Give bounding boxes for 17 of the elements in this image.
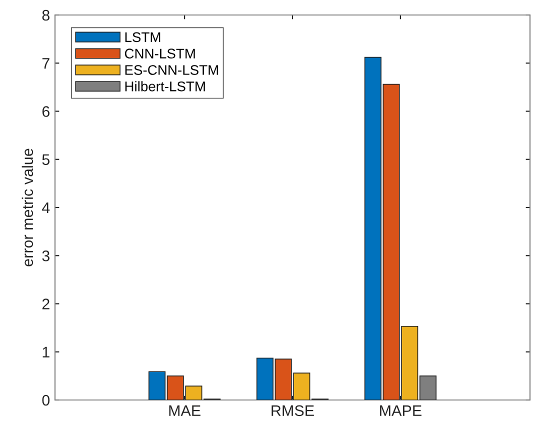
- y-axis-title: error metric value: [22, 148, 34, 266]
- y-tick-label: 6: [42, 106, 50, 117]
- y-tick-label: 8: [42, 10, 50, 21]
- legend-label: ES-CNN-LSTM: [125, 65, 218, 75]
- x-tick-label: RMSE: [272, 405, 314, 416]
- legend-label: LSTM: [125, 32, 160, 42]
- x-tick-label: MAE: [169, 405, 200, 416]
- legend-label: CNN-LSTM: [124, 48, 195, 59]
- y-tick-label: 1: [42, 346, 50, 358]
- y-tick-label: 5: [42, 154, 50, 166]
- y-tick-label: 4: [42, 202, 50, 214]
- y-tick-label: 2: [42, 298, 50, 310]
- legend-label: Hilbert-LSTM: [125, 81, 205, 92]
- y-tick-label: 7: [42, 58, 50, 69]
- x-tick-label: MAPE: [380, 405, 422, 416]
- y-tick-label: 0: [42, 394, 50, 406]
- y-tick-label: 3: [42, 250, 50, 262]
